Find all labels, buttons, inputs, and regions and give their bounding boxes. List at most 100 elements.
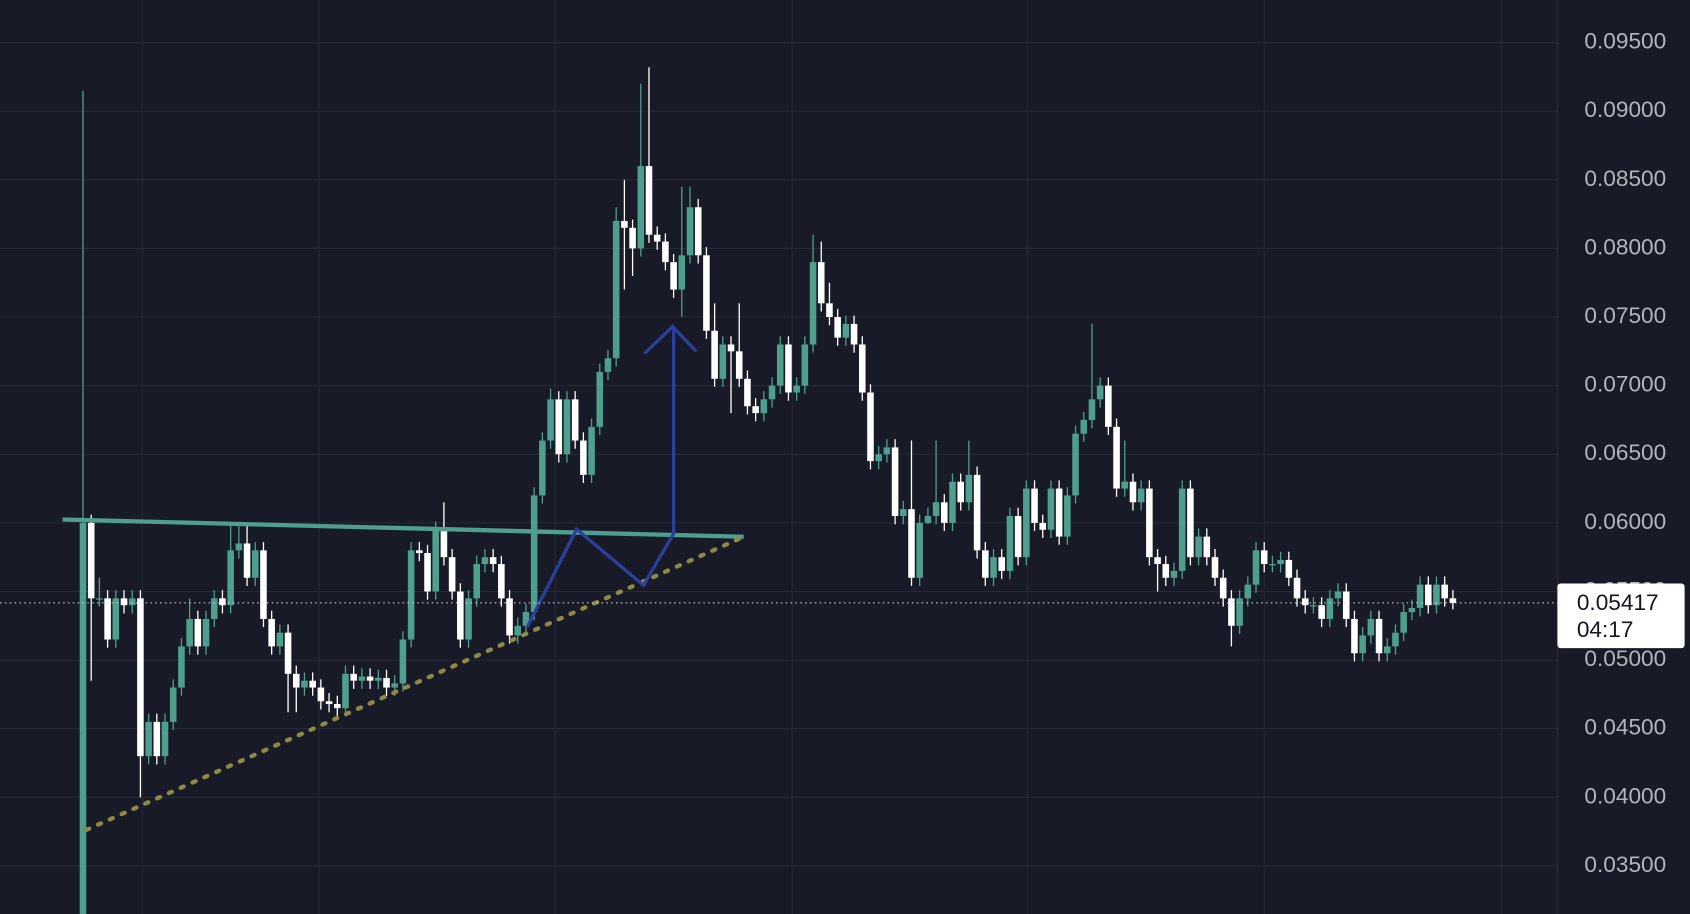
candle-body (251, 550, 259, 578)
candle-body (473, 564, 481, 599)
candle-body (1310, 605, 1317, 607)
drawings (62, 324, 746, 833)
candle-body (424, 553, 431, 592)
candle-body (629, 227, 636, 249)
candle-body (1441, 584, 1448, 599)
vertical-grid (141, 0, 1502, 914)
candle-body (1228, 598, 1235, 626)
candle-body (432, 529, 439, 592)
candle-body (965, 474, 973, 503)
candle-body (530, 495, 538, 613)
candle-body (1031, 488, 1038, 523)
candle-body (284, 632, 292, 674)
candle-body (309, 680, 316, 688)
candle-body (448, 557, 456, 592)
candle-body (908, 509, 915, 578)
candle-body (555, 399, 563, 455)
candle-body (719, 344, 727, 379)
candle-body (662, 241, 669, 263)
candle-body (120, 598, 128, 606)
price-axis: 0.09500 0.09000 0.08500 0.08000 0.07500 0.070… (1584, 29, 1666, 877)
candle-body (112, 598, 120, 640)
candle-body (194, 618, 202, 647)
candle-body (785, 344, 792, 393)
candle-body (1064, 495, 1071, 537)
candle-body (1449, 598, 1457, 603)
candle-body (1072, 433, 1079, 496)
candle-body (235, 543, 243, 551)
candle-body (1080, 419, 1088, 434)
y-tick-label: 0.04500 (1584, 715, 1666, 740)
candle-body (137, 598, 144, 757)
candle-body (219, 598, 226, 606)
candle-body (1318, 605, 1325, 619)
candle-body (776, 344, 784, 386)
candle-body (514, 625, 522, 636)
y-tick-label: 0.09500 (1584, 29, 1666, 54)
candle-body (96, 598, 103, 600)
candle-body (1252, 550, 1260, 585)
y-tick-label: 0.06000 (1584, 509, 1666, 534)
candle-body (932, 502, 940, 517)
candle-body (941, 502, 948, 523)
countdown-label: 04:17 (1577, 617, 1634, 642)
candle-body (1121, 481, 1129, 489)
candle-body (1285, 559, 1293, 578)
candle-body (949, 481, 956, 523)
candle-body (268, 618, 275, 647)
candle-body (1055, 488, 1063, 537)
candle-body (1416, 584, 1424, 608)
candle-body (366, 676, 374, 681)
resistance-line (62, 517, 744, 539)
projection-path (525, 326, 676, 629)
candle-body (169, 687, 177, 722)
candle-body (760, 399, 768, 414)
y-tick-label: 0.08500 (1584, 166, 1666, 191)
candle-body (1170, 570, 1178, 578)
y-tick-label: 0.08000 (1584, 234, 1666, 259)
candle-body (350, 673, 357, 681)
candle-body (186, 618, 193, 647)
candle-body (1039, 522, 1047, 530)
candle-body (407, 550, 415, 640)
y-tick-label: 0.04000 (1584, 783, 1666, 808)
candle-body (1236, 598, 1243, 626)
candle-body (694, 207, 702, 256)
candle-body (522, 612, 530, 626)
candle-body (653, 234, 661, 242)
candle-body (1187, 488, 1194, 558)
candle-body (440, 529, 448, 558)
candle-body (998, 557, 1006, 571)
candle-body (826, 303, 833, 318)
candle-body (1096, 385, 1104, 400)
candle-body (481, 557, 489, 565)
candle-body (210, 598, 218, 619)
candle-body (957, 481, 964, 503)
candle-body (391, 683, 398, 688)
y-tick-label: 0.06500 (1584, 440, 1666, 465)
candle-body (1113, 426, 1120, 489)
candle-body (1392, 632, 1399, 647)
candle-body (1334, 591, 1342, 599)
candle-body (875, 454, 882, 462)
y-tick-label: 0.09000 (1584, 97, 1666, 122)
candle-body (834, 317, 841, 338)
candle-body (342, 673, 349, 709)
price-label-box (1557, 583, 1685, 649)
candle-body (1088, 399, 1096, 420)
candle-body (260, 550, 267, 619)
candle-body (276, 632, 284, 647)
candle-body (703, 255, 710, 331)
candle-body (334, 704, 341, 709)
candle-body (637, 166, 645, 249)
candle-body (1178, 488, 1186, 571)
candle-body (891, 447, 899, 517)
candle-body (465, 598, 472, 640)
candle-body (243, 543, 251, 578)
candle-body (1129, 481, 1137, 503)
candle-body (604, 358, 612, 372)
candle-body (1014, 516, 1022, 558)
